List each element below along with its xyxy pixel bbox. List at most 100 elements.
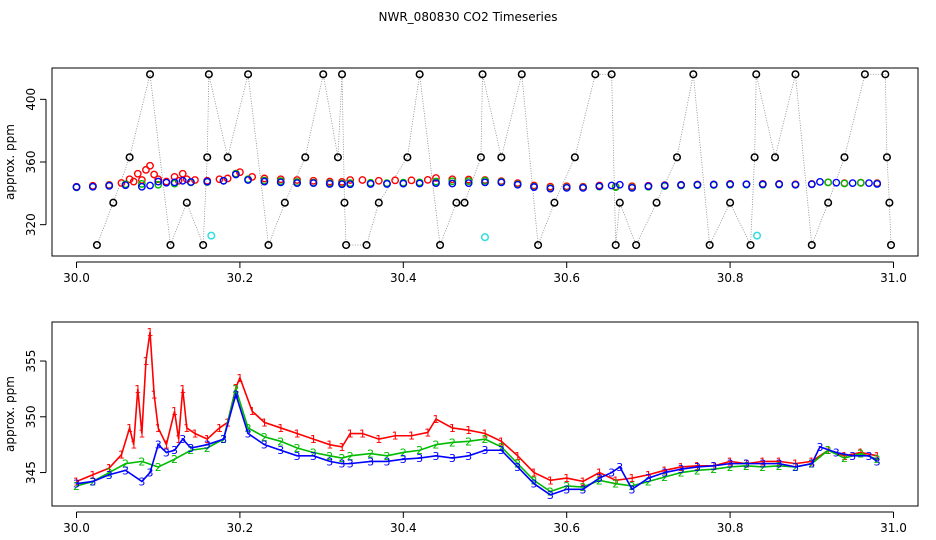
baseline-point <box>709 180 718 189</box>
data-point-label-2: 2 <box>547 486 554 499</box>
baseline-point <box>644 182 653 191</box>
data-point-label-1: 1 <box>776 455 783 468</box>
data-point <box>333 153 342 162</box>
data-point-label-3: 3 <box>89 475 96 488</box>
data-point <box>881 70 890 79</box>
data-point-label-1: 1 <box>432 413 439 426</box>
data-point-label-2: 2 <box>171 453 178 466</box>
data-point-label-3: 3 <box>204 439 211 452</box>
data-point-label-3: 3 <box>294 450 301 463</box>
data-point-label-3: 3 <box>849 450 856 463</box>
baseline-point <box>873 180 882 188</box>
baseline-point <box>142 165 150 174</box>
baseline-point <box>105 181 114 190</box>
data-point-label-1: 1 <box>216 422 223 435</box>
data-point-label-1: 1 <box>612 474 619 487</box>
data-point-label-2: 2 <box>498 441 505 454</box>
baseline-point <box>481 178 489 187</box>
data-point-label-2: 2 <box>277 435 284 448</box>
baseline-point <box>615 180 624 189</box>
baseline-point <box>407 176 416 185</box>
data-point <box>362 240 371 250</box>
x-tick-label: 30.8 <box>717 521 744 535</box>
baseline-point <box>383 180 391 188</box>
baseline-point <box>832 178 841 187</box>
data-point-label-2: 2 <box>645 475 652 488</box>
data-point-label-2: 2 <box>596 474 603 487</box>
data-point <box>885 198 894 207</box>
data-point-label-3: 3 <box>245 428 252 441</box>
data-point-label-3: 3 <box>261 439 268 452</box>
data-point-label-1: 1 <box>408 430 415 443</box>
data-point-label-3: 3 <box>645 472 652 485</box>
data-point-label-3: 3 <box>416 452 423 465</box>
baseline-point <box>742 180 751 189</box>
data-point <box>478 70 487 79</box>
data-point-label-3: 3 <box>187 442 194 455</box>
data-point-label-2: 2 <box>449 436 456 449</box>
data-point <box>145 70 155 79</box>
data-point <box>807 240 816 250</box>
data-point-label-1: 1 <box>73 475 80 488</box>
data-point <box>125 153 134 162</box>
data-point-label-2: 2 <box>383 450 390 463</box>
data-point-label-1: 1 <box>204 433 211 446</box>
data-point-label-2: 2 <box>232 383 239 396</box>
data-point <box>750 153 759 162</box>
data-point <box>223 153 232 162</box>
data-point-label-1: 1 <box>727 455 734 468</box>
baseline-point <box>129 177 138 186</box>
top-axis-ticks: 30.0 30.2 30.4 30.6 30.8 31.0 320 360 400 <box>24 88 907 285</box>
data-point-label-3: 3 <box>580 483 587 496</box>
data-point-label-1: 1 <box>392 430 399 443</box>
data-point-label-1: 1 <box>147 326 154 339</box>
data-point-label-2: 2 <box>261 431 268 444</box>
data-point <box>534 240 543 250</box>
data-point-label-3: 3 <box>326 455 333 468</box>
data-point <box>182 198 191 207</box>
data-point-label-1: 1 <box>563 472 570 485</box>
data-point-label-3: 3 <box>874 455 881 468</box>
data-point-label-1: 1 <box>841 450 848 463</box>
data-point <box>824 198 833 207</box>
data-point-label-1: 1 <box>130 439 137 452</box>
data-point <box>166 240 175 250</box>
data-point-label-1: 1 <box>236 372 243 385</box>
data-point-label-2: 2 <box>629 480 636 493</box>
top-y-axis-label: approx. ppm <box>3 124 17 200</box>
data-point-label-3: 3 <box>743 458 750 471</box>
data-point <box>615 198 624 207</box>
top-plot-frame <box>51 67 919 257</box>
baseline-point <box>530 183 538 191</box>
x-tick-label: 30.2 <box>227 271 254 285</box>
data-point <box>886 240 896 250</box>
data-point-label-2: 2 <box>73 480 80 493</box>
data-point <box>570 153 579 162</box>
data-point-label-2: 2 <box>482 433 489 446</box>
data-point <box>607 70 616 79</box>
data-point-label-3: 3 <box>531 478 538 491</box>
data-point-label-3: 3 <box>482 444 489 457</box>
baseline-point <box>497 178 506 187</box>
data-point-label-2: 2 <box>759 461 766 474</box>
baseline-point <box>579 183 587 192</box>
data-point-label-1: 1 <box>661 464 668 477</box>
data-point-label-2: 2 <box>294 442 301 455</box>
baseline-point <box>88 182 97 191</box>
data-point-label-3: 3 <box>220 433 227 446</box>
data-point-label-1: 1 <box>118 449 125 462</box>
series-line-1 <box>76 331 878 483</box>
y-tick-label: 350 <box>24 405 38 428</box>
data-point-label-1: 1 <box>449 422 456 435</box>
data-point-label-1: 1 <box>151 388 158 401</box>
baseline-point <box>276 178 285 187</box>
data-point <box>705 240 714 250</box>
data-point-label-3: 3 <box>596 472 603 485</box>
baseline-point <box>231 170 240 179</box>
data-point <box>860 70 869 79</box>
data-point <box>770 153 780 162</box>
data-point-label-2: 2 <box>339 452 346 465</box>
data-point-label-2: 2 <box>531 474 538 487</box>
data-point-label-1: 1 <box>514 450 521 463</box>
